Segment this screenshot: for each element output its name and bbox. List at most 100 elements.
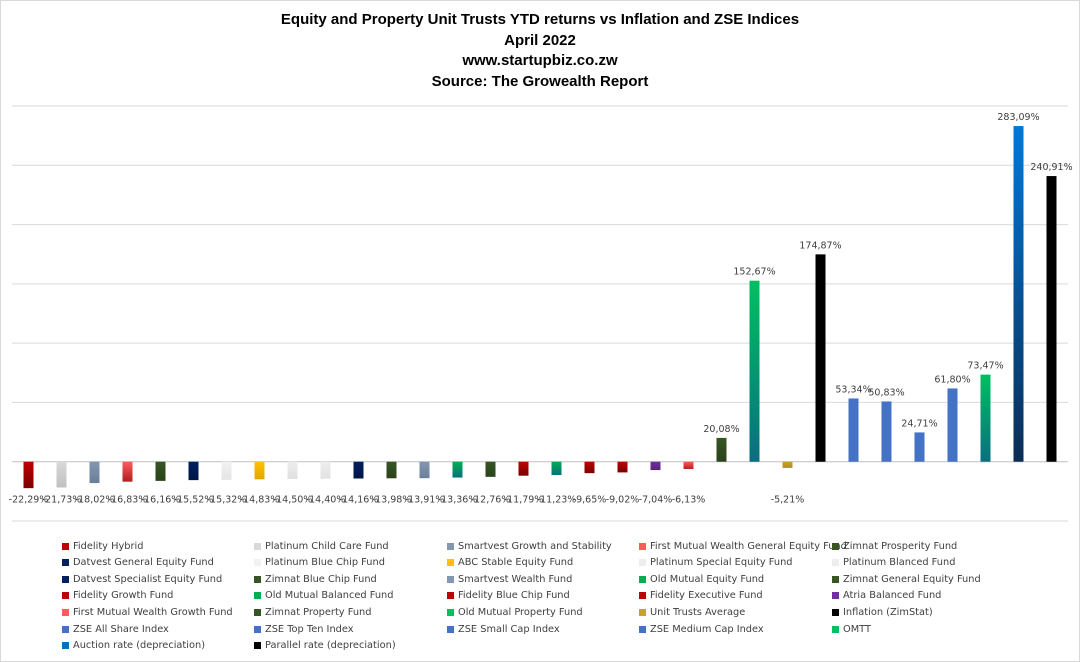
data-label-26: 53,34%	[835, 384, 871, 395]
data-label-13: -13,91%	[405, 495, 445, 506]
bar-24	[782, 461, 793, 468]
data-label-4: -16,83%	[108, 495, 148, 506]
data-label-1: -22,29%	[9, 495, 49, 506]
bar-22	[716, 437, 727, 462]
legend-item-21: First Mutual Wealth Growth Fund	[62, 604, 233, 620]
legend-item-15: Zimnat General Equity Fund	[832, 571, 981, 587]
legend-swatch	[62, 625, 69, 633]
legend-item-31: Auction rate (depreciation)	[62, 638, 205, 654]
legend-swatch	[62, 608, 69, 616]
legend-label: Fidelity Executive Fund	[650, 590, 763, 602]
data-label-30: 73,47%	[967, 361, 1003, 372]
bar-15	[485, 461, 496, 477]
legend-swatch	[639, 575, 646, 583]
legend-swatch	[639, 559, 646, 567]
data-label-3: -18,02%	[75, 495, 115, 506]
bar-17	[551, 461, 562, 476]
data-label-17: -11,23%	[537, 495, 577, 506]
bar-32	[1046, 176, 1057, 462]
legend-item-27: ZSE Top Ten Index	[254, 621, 354, 637]
legend-swatch	[254, 559, 261, 567]
data-label-28: 24,71%	[901, 418, 937, 429]
legend-item-20: Atria Balanced Fund	[832, 588, 941, 604]
legend-item-29: ZSE Medium Cap Index	[639, 621, 764, 637]
legend-label: Zimnat Prosperity Fund	[843, 540, 958, 552]
bar-14	[452, 461, 463, 478]
legend-label: Old Mutual Equity Fund	[650, 573, 765, 585]
bar-21	[683, 461, 694, 469]
data-label-31: 283,09%	[997, 112, 1039, 123]
bar-12	[386, 461, 397, 479]
legend-swatch	[62, 575, 69, 583]
legend-swatch	[447, 608, 454, 616]
legend-swatch	[639, 592, 646, 600]
bar-20	[650, 461, 661, 471]
legend-label: First Mutual Wealth Growth Fund	[73, 606, 233, 618]
legend-item-1: Fidelity Hybrid	[62, 538, 143, 554]
bar-13	[419, 461, 430, 479]
legend-swatch	[254, 642, 261, 650]
legend-item-23: Old Mutual Property Fund	[447, 604, 583, 620]
legend-label: Smartvest Growth and Stability	[458, 540, 612, 552]
legend-label: ZSE Small Cap Index	[458, 623, 560, 635]
legend-swatch	[62, 542, 69, 550]
legend-label: Old Mutual Balanced Fund	[265, 590, 394, 602]
legend-swatch	[447, 625, 454, 633]
legend-label: Datvest Specialist Equity Fund	[73, 573, 223, 585]
data-label-14: -13,36%	[438, 495, 478, 506]
legend-item-17: Old Mutual Balanced Fund	[254, 588, 393, 604]
legend-swatch	[447, 542, 454, 550]
legend-swatch	[254, 625, 261, 633]
data-label-9: -14,50%	[273, 495, 313, 506]
data-label-7: -15,32%	[207, 495, 247, 506]
legend-label: ZSE Medium Cap Index	[650, 623, 764, 635]
data-label-8: -14,83%	[240, 495, 280, 506]
data-label-24: -5,21%	[771, 495, 805, 506]
legend-swatch	[639, 608, 646, 616]
legend-label: ABC Stable Equity Fund	[458, 557, 574, 569]
legend-label: Old Mutual Property Fund	[458, 606, 583, 618]
legend-label: Platinum Blue Chip Fund	[265, 557, 385, 569]
legend-label: Platinum Blanced Fund	[843, 557, 956, 569]
legend-swatch	[832, 542, 839, 550]
bar-29	[947, 388, 958, 462]
legend-label: Atria Balanced Fund	[843, 590, 942, 602]
legend-item-12: Zimnat Blue Chip Fund	[254, 571, 377, 587]
legend-swatch	[832, 575, 839, 583]
legend-item-10: Platinum Blanced Fund	[832, 555, 955, 571]
legend-item-18: Fidelity Blue Chip Fund	[447, 588, 570, 604]
legend-swatch	[832, 625, 839, 633]
legend-label: OMTT	[843, 623, 871, 635]
bar-4	[122, 461, 133, 482]
legend-item-25: Inflation (ZimStat)	[832, 604, 933, 620]
chart-subtitle-website: www.startupbiz.co.zw	[462, 52, 618, 69]
data-label-10: -14,40%	[306, 495, 346, 506]
data-label-12: -13,98%	[372, 495, 412, 506]
legend-swatch	[832, 608, 839, 616]
legend-label: Zimnat General Equity Fund	[843, 573, 981, 585]
legend-label: Zimnat Property Fund	[265, 606, 372, 618]
legend-label: Zimnat Blue Chip Fund	[265, 573, 377, 585]
data-labels: -22,29%-21,73%-18,02%-16,83%-16,16%-15,5…	[9, 112, 1073, 506]
legend-swatch	[447, 559, 454, 567]
legend-swatch	[254, 592, 261, 600]
legend-label: Datvest General Equity Fund	[73, 557, 214, 569]
bar-6	[188, 461, 199, 481]
legend-item-6: Datvest General Equity Fund	[62, 555, 214, 571]
data-label-25: 174,87%	[799, 240, 841, 251]
legend-swatch	[254, 575, 261, 583]
legend-item-9: Platinum Special Equity Fund	[639, 555, 793, 571]
legend-label: Parallel rate (depreciation)	[265, 640, 396, 652]
data-label-27: 50,83%	[868, 387, 904, 398]
data-label-15: -12,76%	[471, 495, 511, 506]
chart-title-block: Equity and Property Unit Trusts YTD retu…	[0, 10, 1080, 92]
legend-swatch	[62, 592, 69, 600]
bar-25	[815, 254, 826, 462]
chart-subtitle-date: April 2022	[504, 31, 576, 49]
data-label-22: 20,08%	[703, 424, 739, 435]
legend-item-13: Smartvest Wealth Fund	[447, 571, 572, 587]
data-label-20: -7,04%	[639, 495, 673, 506]
bar-31	[1013, 126, 1024, 462]
legend: Fidelity Hybrid Platinum Child Care Fund S…	[62, 538, 1072, 654]
legend-item-5: Zimnat Prosperity Fund	[832, 538, 957, 554]
